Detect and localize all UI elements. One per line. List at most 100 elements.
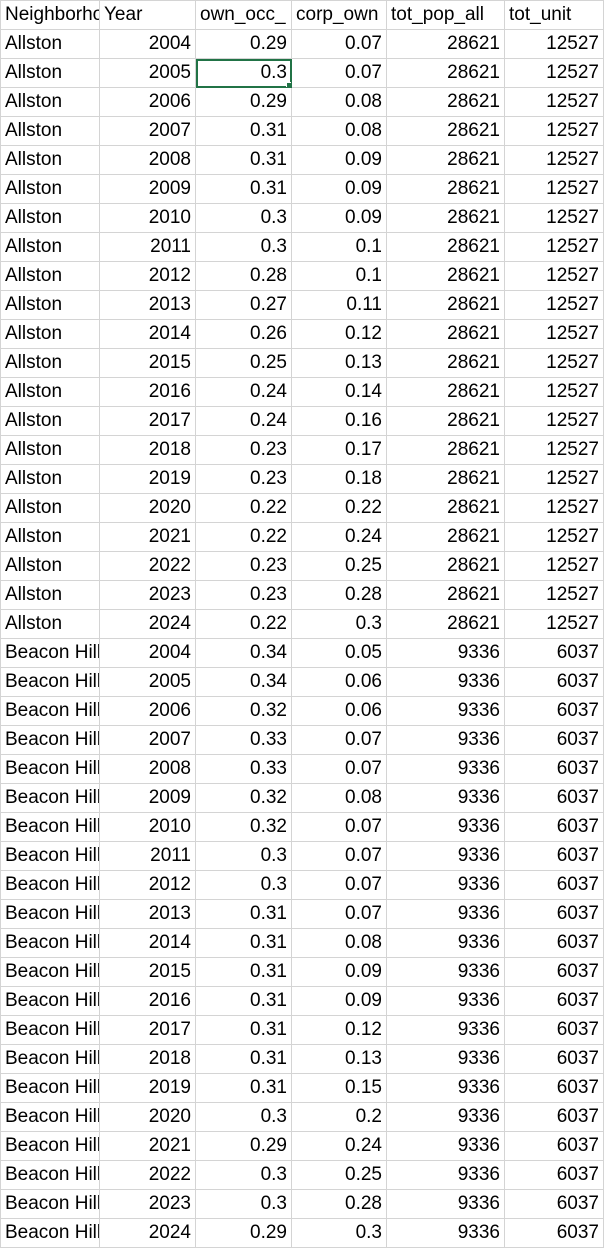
cell-corp-own[interactable]: 0.11 [291, 290, 387, 320]
cell-corp-own[interactable]: 0.13 [291, 348, 387, 378]
cell-neighborhood[interactable]: Beacon Hill [0, 783, 100, 813]
cell-neighborhood[interactable]: Allston [0, 464, 100, 494]
cell-tot-unit[interactable]: 6037 [504, 696, 604, 726]
cell-year[interactable]: 2021 [99, 522, 196, 552]
cell-tot-pop-all[interactable]: 28621 [386, 435, 505, 465]
cell-neighborhood[interactable]: Beacon Hill [0, 667, 100, 697]
cell-year[interactable]: 2023 [99, 1189, 196, 1219]
cell-corp-own[interactable]: 0.3 [291, 609, 387, 639]
cell-corp-own[interactable]: 0.15 [291, 1073, 387, 1103]
cell-own-occ[interactable]: 0.32 [195, 783, 292, 813]
cell-neighborhood[interactable]: Beacon Hill [0, 812, 100, 842]
cell-tot-unit[interactable]: 6037 [504, 841, 604, 871]
cell-year[interactable]: 2011 [99, 232, 196, 262]
cell-year[interactable]: 2019 [99, 464, 196, 494]
cell-tot-unit[interactable]: 12527 [504, 377, 604, 407]
cell-year[interactable]: 2013 [99, 899, 196, 929]
cell-neighborhood[interactable]: Beacon Hill [0, 1015, 100, 1045]
cell-neighborhood[interactable]: Beacon Hill [0, 1160, 100, 1190]
cell-neighborhood[interactable]: Allston [0, 493, 100, 523]
cell-year[interactable]: 2013 [99, 290, 196, 320]
cell-own-occ[interactable]: 0.31 [195, 116, 292, 146]
cell-tot-unit[interactable]: 12527 [504, 116, 604, 146]
cell-corp-own[interactable]: 0.3 [291, 1218, 387, 1248]
cell-neighborhood[interactable]: Allston [0, 87, 100, 117]
cell-year[interactable]: 2012 [99, 870, 196, 900]
cell-year[interactable]: 2009 [99, 783, 196, 813]
cell-own-occ[interactable]: 0.31 [195, 928, 292, 958]
cell-year[interactable]: 2017 [99, 406, 196, 436]
cell-neighborhood[interactable]: Beacon Hill [0, 1102, 100, 1132]
cell-tot-pop-all[interactable]: 9336 [386, 1015, 505, 1045]
cell-own-occ[interactable]: 0.22 [195, 609, 292, 639]
cell-own-occ[interactable]: 0.31 [195, 899, 292, 929]
cell-tot-pop-all[interactable]: 28621 [386, 261, 505, 291]
column-header-year[interactable]: Year [99, 0, 196, 30]
cell-tot-pop-all[interactable]: 28621 [386, 377, 505, 407]
cell-tot-unit[interactable]: 12527 [504, 58, 604, 88]
cell-neighborhood[interactable]: Beacon Hill [0, 957, 100, 987]
cell-corp-own[interactable]: 0.09 [291, 174, 387, 204]
cell-neighborhood[interactable]: Beacon Hill [0, 1131, 100, 1161]
cell-neighborhood[interactable]: Allston [0, 319, 100, 349]
cell-neighborhood[interactable]: Beacon Hill [0, 899, 100, 929]
cell-corp-own[interactable]: 0.24 [291, 1131, 387, 1161]
cell-own-occ[interactable]: 0.31 [195, 957, 292, 987]
cell-tot-pop-all[interactable]: 28621 [386, 464, 505, 494]
column-header-tot-pop-all[interactable]: tot_pop_all [386, 0, 505, 30]
cell-year[interactable]: 2004 [99, 29, 196, 59]
cell-tot-unit[interactable]: 12527 [504, 145, 604, 175]
cell-year[interactable]: 2004 [99, 638, 196, 668]
cell-tot-pop-all[interactable]: 9336 [386, 1044, 505, 1074]
cell-tot-pop-all[interactable]: 9336 [386, 1131, 505, 1161]
cell-neighborhood[interactable]: Beacon Hill [0, 870, 100, 900]
cell-tot-pop-all[interactable]: 9336 [386, 667, 505, 697]
cell-corp-own[interactable]: 0.16 [291, 406, 387, 436]
cell-year[interactable]: 2020 [99, 493, 196, 523]
cell-neighborhood[interactable]: Allston [0, 435, 100, 465]
cell-neighborhood[interactable]: Beacon Hill [0, 986, 100, 1016]
cell-year[interactable]: 2022 [99, 551, 196, 581]
selected-cell[interactable]: 0.3 [195, 58, 292, 88]
cell-own-occ[interactable]: 0.31 [195, 174, 292, 204]
cell-corp-own[interactable]: 0.07 [291, 812, 387, 842]
cell-tot-pop-all[interactable]: 9336 [386, 754, 505, 784]
cell-year[interactable]: 2014 [99, 319, 196, 349]
cell-own-occ[interactable]: 0.31 [195, 1015, 292, 1045]
cell-year[interactable]: 2008 [99, 754, 196, 784]
cell-corp-own[interactable]: 0.2 [291, 1102, 387, 1132]
cell-tot-pop-all[interactable]: 9336 [386, 783, 505, 813]
cell-corp-own[interactable]: 0.07 [291, 58, 387, 88]
cell-tot-unit[interactable]: 6037 [504, 1131, 604, 1161]
cell-tot-unit[interactable]: 6037 [504, 667, 604, 697]
cell-own-occ[interactable]: 0.3 [195, 870, 292, 900]
column-header-neighborhood[interactable]: Neighborhood [0, 0, 100, 30]
cell-neighborhood[interactable]: Allston [0, 29, 100, 59]
cell-tot-unit[interactable]: 6037 [504, 638, 604, 668]
cell-tot-pop-all[interactable]: 28621 [386, 29, 505, 59]
cell-corp-own[interactable]: 0.1 [291, 232, 387, 262]
cell-corp-own[interactable]: 0.09 [291, 957, 387, 987]
cell-tot-pop-all[interactable]: 28621 [386, 87, 505, 117]
cell-tot-unit[interactable]: 6037 [504, 783, 604, 813]
cell-neighborhood[interactable]: Allston [0, 232, 100, 262]
cell-tot-unit[interactable]: 6037 [504, 957, 604, 987]
cell-year[interactable]: 2005 [99, 58, 196, 88]
cell-corp-own[interactable]: 0.07 [291, 841, 387, 871]
cell-tot-unit[interactable]: 6037 [504, 1189, 604, 1219]
cell-own-occ[interactable]: 0.33 [195, 725, 292, 755]
cell-neighborhood[interactable]: Allston [0, 58, 100, 88]
cell-tot-unit[interactable]: 6037 [504, 1160, 604, 1190]
cell-year[interactable]: 2022 [99, 1160, 196, 1190]
cell-tot-pop-all[interactable]: 9336 [386, 1073, 505, 1103]
cell-corp-own[interactable]: 0.25 [291, 1160, 387, 1190]
cell-tot-pop-all[interactable]: 9336 [386, 1160, 505, 1190]
cell-own-occ[interactable]: 0.23 [195, 435, 292, 465]
cell-own-occ[interactable]: 0.3 [195, 1102, 292, 1132]
cell-tot-unit[interactable]: 12527 [504, 319, 604, 349]
cell-tot-pop-all[interactable]: 28621 [386, 493, 505, 523]
cell-corp-own[interactable]: 0.07 [291, 29, 387, 59]
cell-corp-own[interactable]: 0.08 [291, 116, 387, 146]
cell-tot-unit[interactable]: 6037 [504, 870, 604, 900]
